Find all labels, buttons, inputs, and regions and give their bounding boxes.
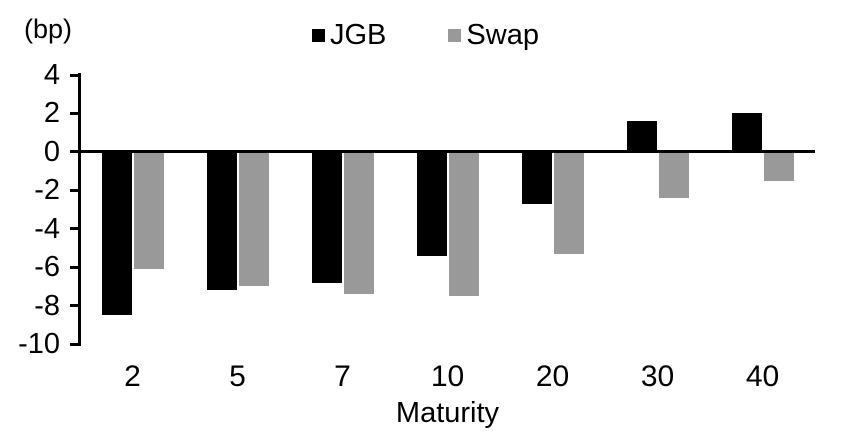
y-axis-tick-mark bbox=[70, 150, 80, 154]
y-axis-tick-label: -2 bbox=[34, 174, 60, 207]
y-axis-tick-label: 4 bbox=[43, 59, 60, 91]
x-axis-tick-label: 10 bbox=[430, 360, 465, 393]
bar-jgb-40 bbox=[731, 113, 762, 152]
bar-jgb-30 bbox=[626, 121, 657, 152]
y-axis-tick-mark bbox=[70, 73, 80, 77]
jgb-swatch-icon bbox=[312, 28, 325, 42]
legend: JGB Swap bbox=[312, 20, 539, 50]
y-axis-tick-label: 0 bbox=[43, 135, 60, 168]
y-axis-tick-label: -10 bbox=[18, 328, 60, 360]
legend-label-jgb: JGB bbox=[330, 19, 387, 51]
bar-jgb-20 bbox=[521, 151, 552, 204]
bar-swap-10 bbox=[448, 151, 479, 296]
x-axis-tick-label: 30 bbox=[640, 360, 675, 393]
x-axis-tick-label: 5 bbox=[229, 360, 246, 393]
bar-jgb-2 bbox=[101, 151, 132, 316]
bar-jgb-7 bbox=[311, 151, 342, 283]
y-axis-unit-label: (bp) bbox=[24, 14, 73, 44]
x-axis-tick-label: 7 bbox=[334, 360, 351, 393]
y-axis-tick-label: -6 bbox=[34, 251, 60, 284]
legend-item-swap: Swap bbox=[448, 20, 539, 50]
y-axis-tick-mark bbox=[70, 304, 80, 308]
zero-axis-line bbox=[78, 150, 815, 154]
y-axis-tick-mark bbox=[70, 342, 80, 346]
bar-swap-40 bbox=[763, 151, 794, 181]
legend-item-jgb: JGB bbox=[312, 20, 386, 50]
x-axis-tick-label: 2 bbox=[124, 360, 141, 393]
bar-swap-2 bbox=[133, 151, 164, 270]
y-axis-line bbox=[78, 73, 81, 346]
x-axis-tick-label: 40 bbox=[745, 360, 780, 393]
y-axis-tick-mark bbox=[70, 265, 80, 269]
bar-swap-5 bbox=[238, 151, 269, 287]
x-axis-title: Maturity bbox=[395, 397, 500, 429]
bar-swap-30 bbox=[658, 151, 689, 198]
bar-jgb-5 bbox=[206, 151, 237, 291]
y-axis-tick-label: 2 bbox=[43, 97, 60, 130]
bar-swap-20 bbox=[553, 151, 584, 254]
bar-swap-7 bbox=[343, 151, 374, 295]
x-axis-tick-label: 20 bbox=[535, 360, 570, 393]
y-axis-tick-label: -4 bbox=[34, 212, 60, 245]
y-axis-tick-label: -8 bbox=[34, 289, 60, 322]
y-axis-tick-mark bbox=[70, 227, 80, 231]
swap-swatch-icon bbox=[448, 28, 462, 42]
legend-label-swap: Swap bbox=[466, 19, 539, 51]
y-axis-tick-mark bbox=[70, 111, 80, 115]
bar-jgb-10 bbox=[416, 151, 447, 256]
y-axis-tick-mark bbox=[70, 188, 80, 192]
